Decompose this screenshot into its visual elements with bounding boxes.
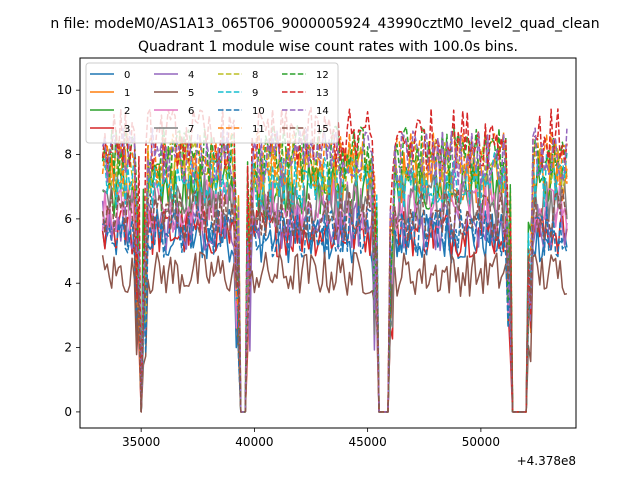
y-tick-label: 8 (64, 148, 72, 162)
x-tick-label: 50000 (462, 435, 500, 449)
legend-label-15: 15 (316, 124, 329, 135)
x-tick-label: 35000 (122, 435, 160, 449)
legend-label-4: 4 (188, 70, 194, 81)
legend-label-0: 0 (124, 70, 130, 81)
legend-box (85, 62, 339, 144)
series-line-15 (101, 188, 568, 413)
legend-label-8: 8 (252, 70, 258, 81)
x-tick-label: 45000 (349, 435, 387, 449)
y-tick-label: 6 (64, 212, 72, 226)
y-tick-label: 4 (64, 276, 72, 290)
legend-label-12: 12 (316, 70, 329, 81)
chart-title: Quadrant 1 module wise count rates with … (138, 39, 518, 55)
series-line-8 (101, 138, 568, 413)
x-tick-label: 40000 (235, 435, 273, 449)
figure-suptitle: n file: modeM0/AS1A13_065T06_9000005924_… (50, 16, 599, 32)
x-axis: 35000 40000 45000 50000 (122, 428, 500, 449)
legend-label-1: 1 (124, 88, 130, 99)
y-axis: 0 2 4 6 8 10 (57, 83, 80, 419)
legend-label-7: 7 (188, 124, 194, 135)
series-line-10 (101, 205, 568, 413)
series-line-5 (101, 251, 568, 413)
y-tick-label: 10 (57, 83, 72, 97)
y-tick-label: 0 (64, 405, 72, 419)
legend-label-2: 2 (124, 106, 130, 117)
x-offset-label: +4.378e8 (517, 454, 576, 468)
legend-label-13: 13 (316, 88, 329, 99)
plot-area (101, 106, 568, 413)
legend-label-5: 5 (188, 88, 194, 99)
legend-label-11: 11 (252, 124, 265, 135)
legend-label-10: 10 (252, 106, 265, 117)
legend-label-3: 3 (124, 124, 130, 135)
series-line-13 (101, 106, 568, 413)
legend-label-6: 6 (188, 106, 194, 117)
legend-label-14: 14 (316, 106, 329, 117)
plot-frame (79, 57, 577, 429)
y-tick-label: 2 (64, 341, 72, 355)
legend-label-9: 9 (252, 88, 258, 99)
